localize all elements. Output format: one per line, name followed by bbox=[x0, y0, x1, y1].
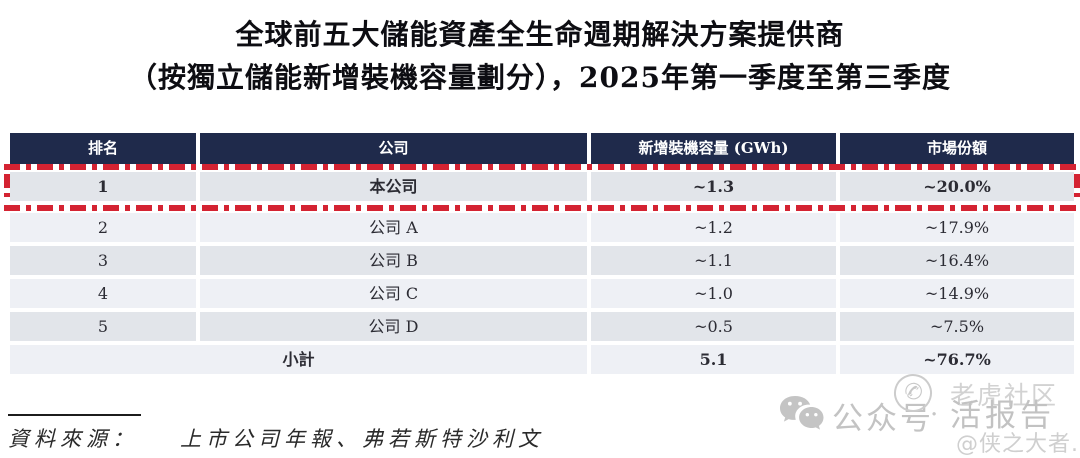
table-header-row: 排名 公司 新增裝機容量 (GWh) 市場份額 bbox=[10, 133, 1074, 164]
chart-title-line1: 全球前五大儲能資產全生命週期解決方案提供商 bbox=[235, 18, 845, 51]
highlight-border-right bbox=[1074, 174, 1080, 201]
cell-rank: 4 bbox=[10, 279, 196, 308]
cell-company: 公司 D bbox=[200, 312, 587, 341]
highlight-border-top bbox=[4, 164, 1080, 170]
highlight-border-bottom bbox=[4, 205, 1080, 211]
cell-company: 公司 B bbox=[200, 246, 587, 275]
table-row: 5 公司 D ~0.5 ~7.5% bbox=[10, 312, 1074, 341]
cell-capacity: ~0.5 bbox=[591, 312, 836, 341]
subtotal-label: 小計 bbox=[10, 345, 587, 374]
subtotal-capacity: 5.1 bbox=[591, 345, 836, 374]
watermark-handle: @侠之大者. bbox=[956, 432, 1079, 457]
subtotal-share: ~76.7% bbox=[840, 345, 1074, 374]
watermark-account-label: 公众号 bbox=[832, 401, 934, 437]
cell-company: 本公司 bbox=[200, 172, 587, 201]
cell-capacity: ~1.3 bbox=[591, 172, 836, 201]
cell-rank: 5 bbox=[10, 312, 196, 341]
cell-rank: 3 bbox=[10, 246, 196, 275]
table-row: 4 公司 C ~1.0 ~14.9% bbox=[10, 279, 1074, 308]
watermark-name-top: 老虎社区 bbox=[950, 381, 1059, 410]
cell-rank: 1 bbox=[10, 172, 196, 201]
watermark-name-main: 活报告 bbox=[950, 398, 1055, 434]
cell-company: 公司 C bbox=[200, 279, 587, 308]
source-label: 資料來源： bbox=[8, 427, 138, 451]
header-company: 公司 bbox=[200, 133, 587, 164]
header-rank: 排名 bbox=[10, 133, 196, 164]
cell-share: ~14.9% bbox=[840, 279, 1074, 308]
cell-company: 公司 A bbox=[200, 213, 587, 242]
subtotal-row: 小計 5.1 ~76.7% bbox=[10, 345, 1074, 374]
wechat-icon bbox=[778, 392, 826, 440]
cell-share: ~7.5% bbox=[840, 312, 1074, 341]
cell-share: ~16.4% bbox=[840, 246, 1074, 275]
cell-capacity: ~1.2 bbox=[591, 213, 836, 242]
source-text: 上市公司年報、弗若斯特沙利文 bbox=[180, 427, 544, 451]
highlight-border-left bbox=[4, 174, 10, 201]
source-line: 資料來源： 上市公司年報、弗若斯特沙利文 bbox=[8, 423, 544, 453]
watermark: 公众号 ✆ · 老虎社区 活报告 @侠之大者. bbox=[778, 369, 1079, 458]
cell-capacity: ~1.0 bbox=[591, 279, 836, 308]
cell-capacity: ~1.1 bbox=[591, 246, 836, 275]
table-row: 3 公司 B ~1.1 ~16.4% bbox=[10, 246, 1074, 275]
table-row: 1 本公司 ~1.3 ~20.0% bbox=[10, 172, 1074, 201]
cell-rank: 2 bbox=[10, 213, 196, 242]
highlighted-row-frame: 1 本公司 ~1.3 ~20.0% bbox=[4, 164, 1080, 211]
header-capacity: 新增裝機容量 (GWh) bbox=[591, 133, 836, 164]
table-row: 2 公司 A ~1.2 ~17.9% bbox=[10, 213, 1074, 242]
cell-share: ~17.9% bbox=[840, 213, 1074, 242]
cell-share: ~20.0% bbox=[840, 172, 1074, 201]
chart-title-line2: （按獨立儲能新增裝機容量劃分），2025年第一季度至第三季度 bbox=[129, 61, 951, 94]
footnote-divider bbox=[8, 414, 141, 416]
ranking-table: 排名 公司 新增裝機容量 (GWh) 市場份額 1 本公司 ~1.3 ~20.0… bbox=[4, 133, 1080, 378]
header-share: 市場份額 bbox=[840, 133, 1074, 164]
watermark-dot: · bbox=[930, 400, 939, 430]
